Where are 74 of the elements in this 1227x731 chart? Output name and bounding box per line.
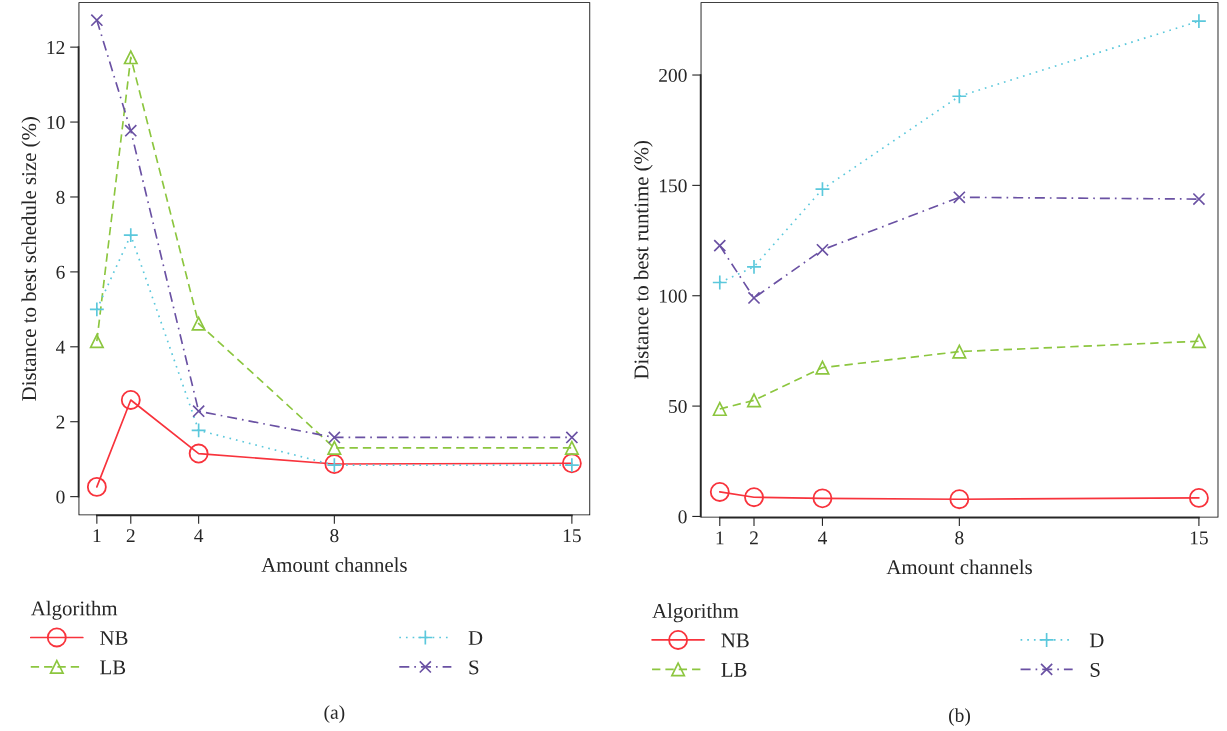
- x-tick-label: 4: [194, 529, 204, 543]
- x-tick-label: 2: [126, 529, 135, 543]
- y-axis-title: Distance to best schedule size (%): [21, 117, 41, 401]
- legend-label: LB: [721, 663, 747, 677]
- legend-label: S: [1090, 662, 1100, 677]
- legend-title: Algorithm: [30, 600, 118, 620]
- point: [814, 181, 831, 197]
- legend-label: LB: [100, 660, 126, 675]
- y-tick-label: 50: [669, 399, 687, 414]
- point: [1188, 487, 1209, 508]
- legend-label: D: [468, 631, 483, 645]
- legend-label: NB: [721, 633, 749, 648]
- point: [747, 291, 761, 305]
- point: [190, 422, 207, 439]
- x-tick-label: 15: [1190, 531, 1208, 545]
- point: [90, 13, 104, 27]
- x-tick-label: 1: [716, 531, 724, 545]
- y-tick-label: 150: [659, 179, 687, 193]
- y-tick-label: 8: [56, 190, 65, 204]
- y-tick-label: 6: [56, 265, 65, 279]
- point: [949, 489, 970, 510]
- y-tick-label: 12: [47, 41, 65, 54]
- point: [951, 88, 968, 104]
- point: [1191, 13, 1207, 29]
- x-tick-label: 15: [563, 529, 581, 543]
- x-tick-label: 1: [93, 529, 101, 543]
- point: [191, 316, 206, 331]
- y-tick-label: 2: [56, 415, 65, 429]
- point: [123, 50, 138, 65]
- x-axis-title: Amount channels: [261, 557, 407, 572]
- x-tick-label: 8: [330, 529, 339, 543]
- y-tick-label: 0: [678, 510, 687, 524]
- y-axis-title: Distance to best runtime (%): [633, 141, 653, 380]
- point: [815, 360, 830, 375]
- point: [712, 401, 727, 417]
- x-axis-title: Amount channels: [886, 559, 1032, 575]
- point: [327, 440, 342, 456]
- text: (a): [324, 705, 345, 723]
- point: [89, 334, 104, 349]
- y-tick-label: 200: [659, 68, 687, 82]
- point: [327, 431, 341, 444]
- y-tick-label: 4: [55, 340, 66, 354]
- point: [1192, 192, 1206, 206]
- y-tick-label: 0: [56, 490, 65, 504]
- point: [120, 390, 141, 410]
- y-tick-label: 10: [47, 115, 65, 129]
- point: [86, 476, 107, 497]
- legend-label: S: [469, 660, 479, 675]
- point: [816, 243, 829, 257]
- x-tick-label: 2: [750, 531, 758, 545]
- x-tick-label: 8: [955, 531, 964, 545]
- point: [124, 124, 138, 138]
- point: [744, 487, 764, 508]
- point: [746, 259, 762, 275]
- point: [952, 344, 967, 359]
- point: [746, 393, 762, 408]
- point: [564, 440, 579, 456]
- point: [188, 443, 209, 464]
- point: [713, 239, 727, 253]
- legend-title: Algorithm: [652, 603, 739, 623]
- point: [89, 301, 105, 318]
- y-tick-label: 100: [659, 289, 687, 303]
- text: (b): [949, 708, 970, 726]
- legend-label: NB: [100, 631, 128, 645]
- point: [1191, 334, 1206, 349]
- point: [952, 190, 966, 204]
- point: [192, 404, 206, 418]
- x-tick-label: 4: [817, 531, 828, 545]
- point: [812, 488, 833, 509]
- legend-label: D: [1089, 633, 1104, 648]
- point: [565, 431, 579, 444]
- point: [712, 274, 728, 291]
- point: [709, 482, 730, 502]
- point: [123, 227, 139, 243]
